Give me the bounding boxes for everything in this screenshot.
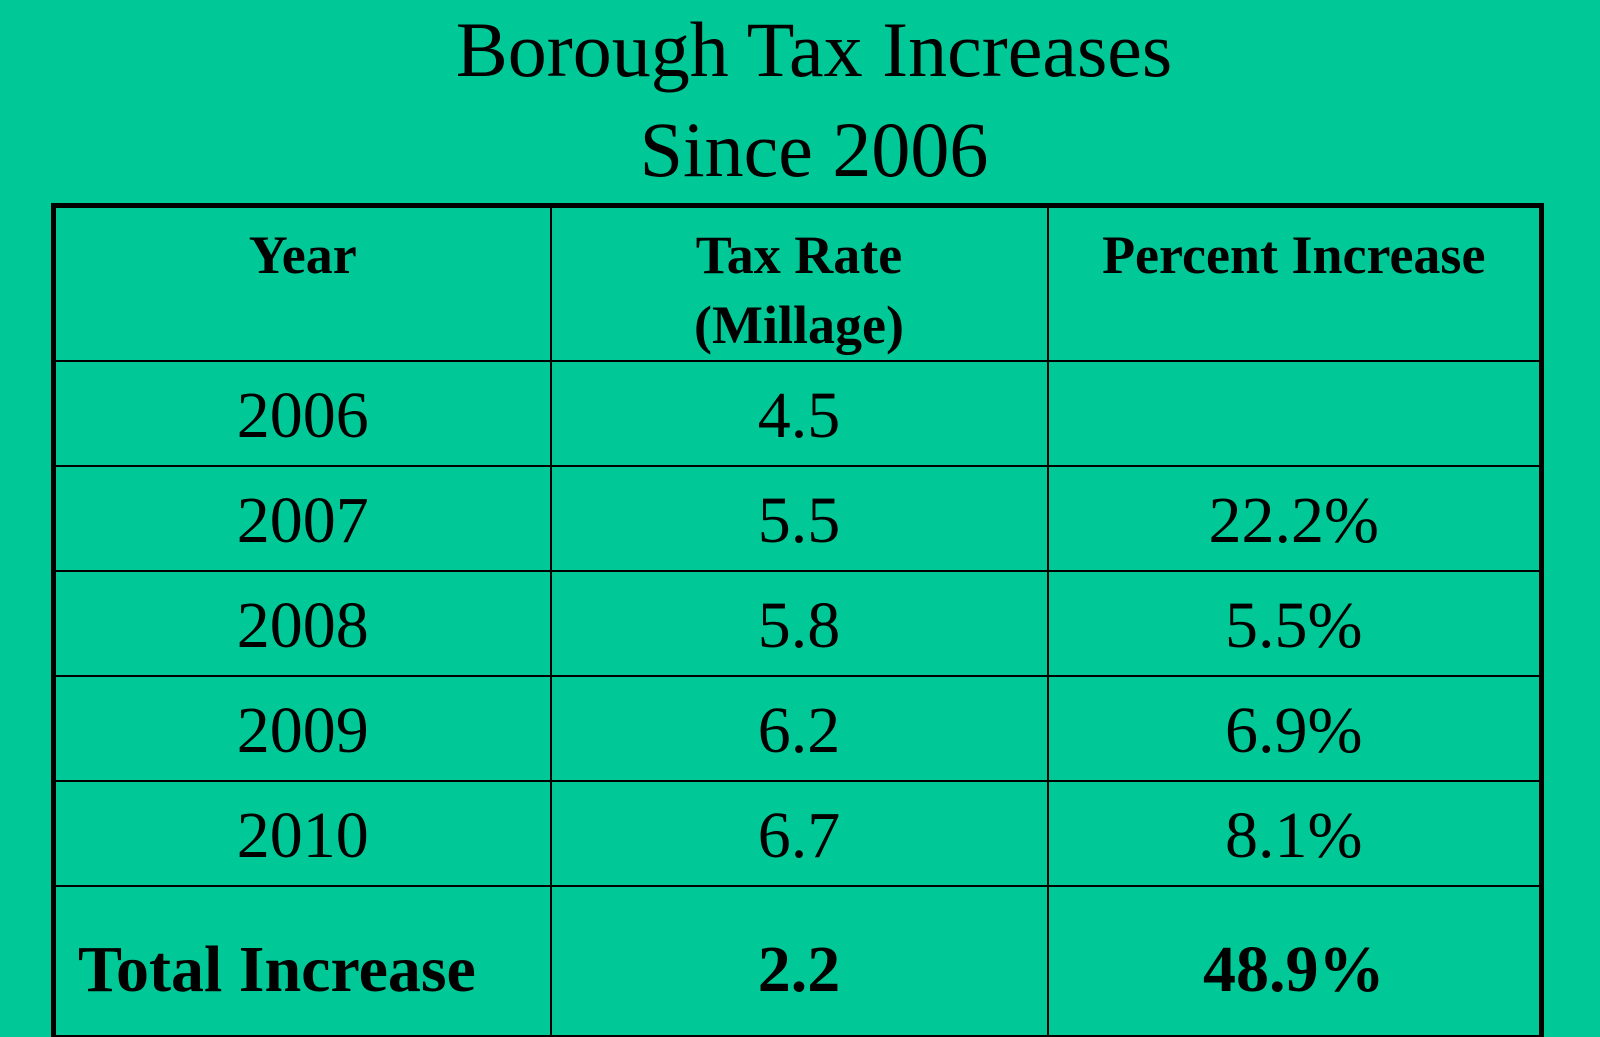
cell-tax-rate: 6.7 [549,780,1049,887]
cell-year: 2009 [52,675,552,782]
page-title: Borough Tax Increases Since 2006 [0,0,1600,200]
tax-increase-table: Year Tax Rate (Millage) Percent Increase… [51,203,1544,1037]
table-row: 2008 5.8 5.5% [52,570,1543,677]
table-header-row: Year Tax Rate (Millage) Percent Increase [52,204,1543,362]
total-label: Total Increase [52,885,552,1037]
cell-year: 2007 [52,465,552,572]
cell-tax-rate: 5.8 [549,570,1049,677]
table-row: 2006 4.5 [52,360,1543,467]
cell-year: 2006 [52,360,552,467]
cell-percent-increase [1046,360,1543,467]
cell-percent-increase: 8.1% [1046,780,1543,887]
cell-tax-rate: 4.5 [549,360,1049,467]
cell-tax-rate: 6.2 [549,675,1049,782]
header-year-label: Year [248,225,357,285]
title-line-1: Borough Tax Increases [455,6,1173,93]
total-percent-increase: 48.9% [1046,885,1543,1037]
total-tax-rate: 2.2 [549,885,1049,1037]
header-tax-rate: Tax Rate (Millage) [549,204,1049,362]
cell-percent-increase: 22.2% [1046,465,1543,572]
total-row: Total Increase 2.2 48.9% [52,885,1543,1037]
cell-year: 2010 [52,780,552,887]
header-percent-increase: Percent Increase [1046,204,1543,362]
header-tax-rate-line-2: (Millage) [694,295,904,355]
table-row: 2009 6.2 6.9% [52,675,1543,782]
table-row: 2010 6.7 8.1% [52,780,1543,887]
cell-tax-rate: 5.5 [549,465,1049,572]
cell-year: 2008 [52,570,552,677]
header-percent-label: Percent Increase [1102,225,1486,285]
header-tax-rate-line-1: Tax Rate [695,225,903,285]
cell-percent-increase: 6.9% [1046,675,1543,782]
header-year: Year [52,204,552,362]
title-line-2: Since 2006 [639,106,989,193]
cell-percent-increase: 5.5% [1046,570,1543,677]
table-row: 2007 5.5 22.2% [52,465,1543,572]
